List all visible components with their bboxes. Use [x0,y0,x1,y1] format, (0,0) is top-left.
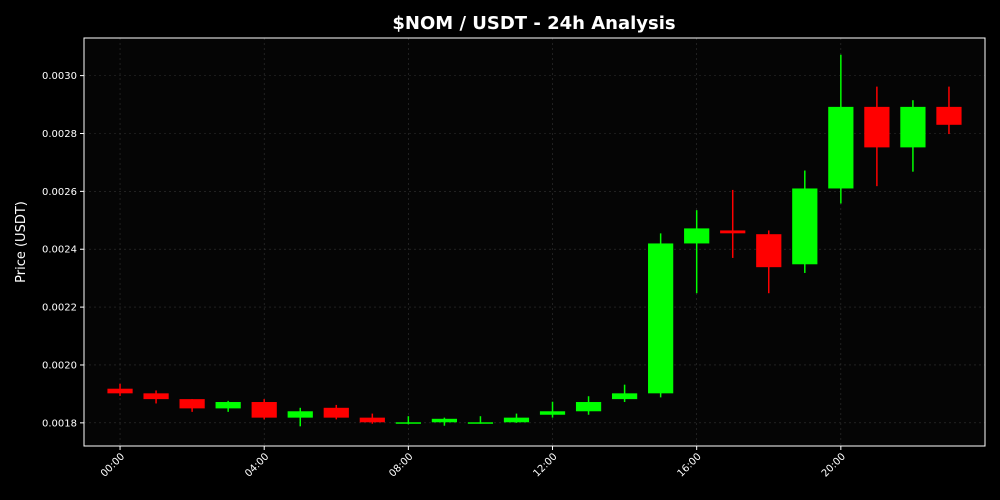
candle-body [575,402,602,412]
candle-body [467,422,494,424]
candle-up [792,170,818,273]
candle-up [900,100,926,172]
candle-up [539,401,566,418]
candle-up [395,416,421,425]
candle-up [503,413,530,423]
candle-body [539,411,566,415]
candle-down [251,399,277,420]
y-axis-label: Price (USDT) [14,201,29,283]
candle-down [756,230,782,294]
plot-area [84,38,985,446]
candle-body [215,402,241,409]
candle-body [756,234,782,268]
candle-up [575,396,602,415]
grid-lines [84,38,985,446]
candle-down [179,399,205,412]
candle-up [684,210,710,294]
candle-body [900,106,926,148]
plot-frame [83,37,986,447]
candle-down [107,383,133,396]
y-tick-label: 0.0026 [42,187,77,198]
candle-body [684,228,710,244]
candle-up [828,54,854,204]
y-tick-label: 0.0028 [42,129,77,140]
candle-up [431,417,458,426]
candle-body [323,407,349,418]
candle-down [720,189,746,258]
candle-body [720,230,746,234]
candle-body [431,418,458,423]
candle-body [179,399,205,409]
candle-down [143,390,169,404]
candle-body [107,388,133,394]
candle-up [648,233,674,398]
candle-body [648,243,674,394]
candle-body [251,402,277,418]
y-tick-label: 0.0018 [42,418,77,429]
y-tick-label: 0.0030 [42,71,77,82]
candle-body [792,188,818,265]
candle-body [143,393,169,400]
y-tick-label: 0.0022 [42,303,77,314]
candle-body [936,106,962,125]
candle-up [467,416,494,424]
candle-up [215,400,241,412]
y-tick-label: 0.0024 [42,245,77,256]
candle-body [503,417,530,423]
candle-body [359,417,385,423]
candle-down [936,86,962,135]
candle-body [611,393,638,400]
candle-up [611,384,638,403]
y-tick-label: 0.0020 [42,360,77,371]
candle-body [828,106,854,189]
candles [107,54,962,427]
candle-body [864,106,890,148]
candle-up [287,407,313,427]
candle-body [287,411,313,418]
candle-down [864,86,890,187]
candle-down [323,404,349,420]
chart-title: $NOM / USDT - 24h Analysis [392,13,675,34]
candle-body [395,422,421,424]
candle-down [359,413,385,424]
